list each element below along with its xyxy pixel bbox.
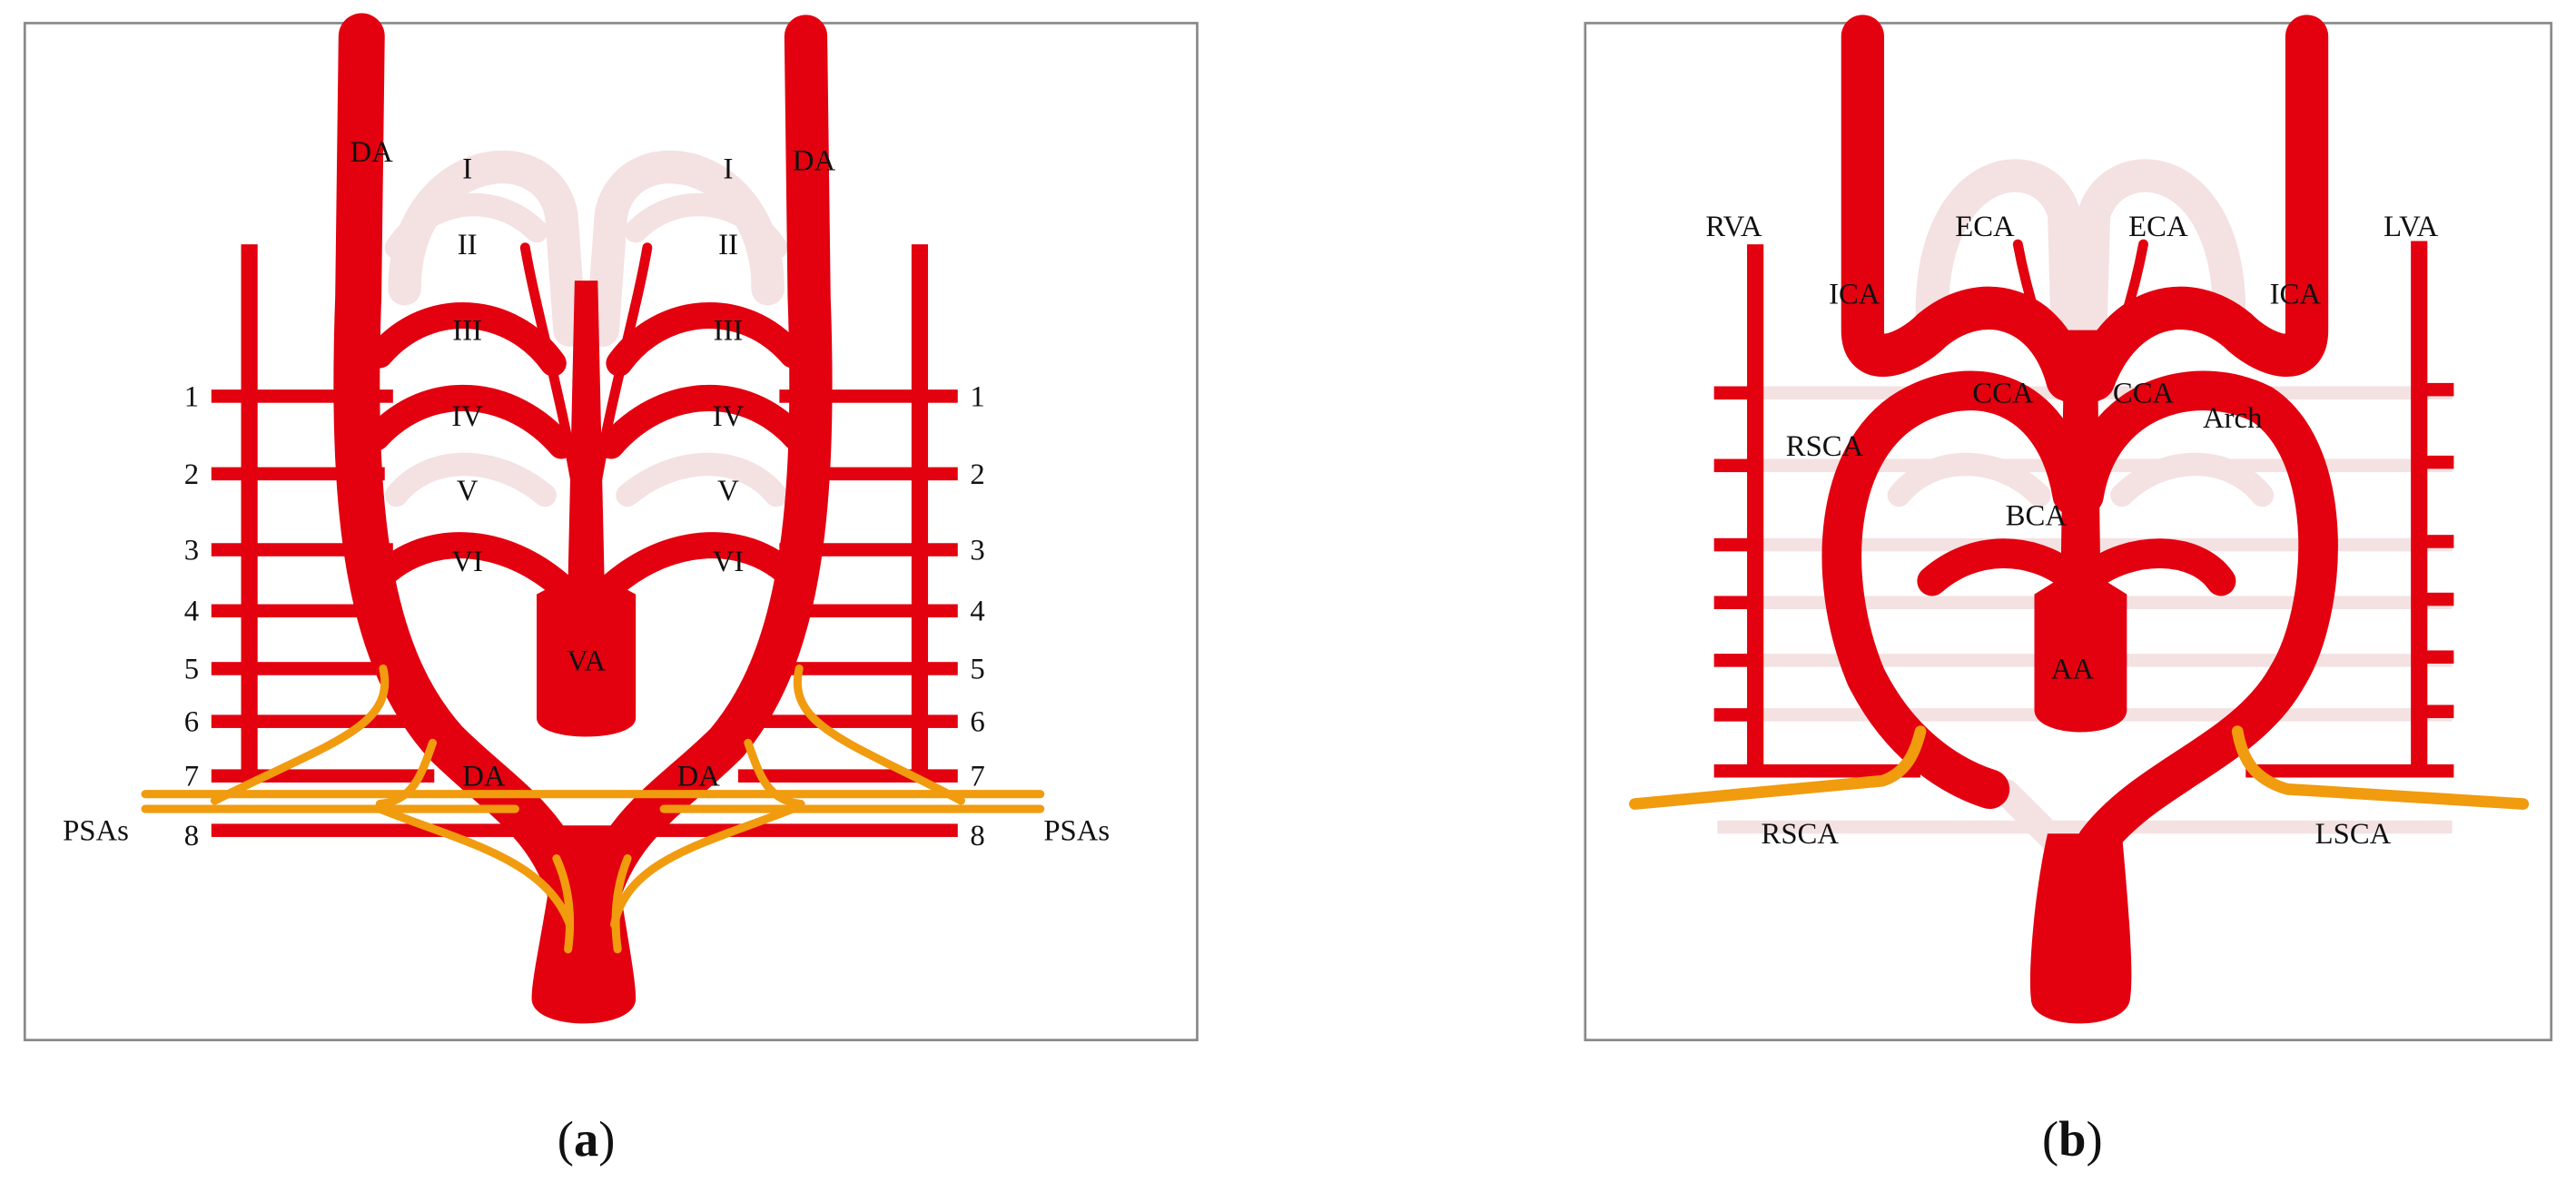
right-subclavian-artery xyxy=(1821,370,2093,810)
label-arch-iii: III xyxy=(452,315,482,348)
panel-b-labels: RVA ECA ECA LVA ICA ICA CCA CCA Arch RSC… xyxy=(1705,211,2438,851)
label-arch-vi: VI xyxy=(451,546,483,578)
segment-number: 3 xyxy=(184,534,199,566)
label-psas: PSAs xyxy=(63,815,129,848)
label-da: DA xyxy=(793,144,836,177)
ascending-aorta xyxy=(2034,330,2127,733)
segment-number: 5 xyxy=(970,653,984,685)
right-external-carotid xyxy=(2012,239,2069,401)
left-recurrent-nerve xyxy=(2231,725,2530,810)
segment-number: 7 xyxy=(184,761,199,793)
segment-number: 2 xyxy=(970,458,984,491)
label-da: DA xyxy=(462,761,506,793)
label-arch-iv: IV xyxy=(713,400,745,433)
label-arch-v: V xyxy=(717,475,739,507)
pharyngeal-arches-a xyxy=(363,242,810,608)
label-arch-i: I xyxy=(724,153,734,185)
label-ica: ICA xyxy=(2270,279,2322,311)
segment-number: 7 xyxy=(970,761,984,793)
label-lva: LVA xyxy=(2384,211,2438,243)
label-arch-v: V xyxy=(457,475,479,507)
segment-number: 6 xyxy=(970,706,984,739)
label-cca: CCA xyxy=(2113,378,2175,410)
right-recurrent-nerve xyxy=(1629,725,1927,810)
segment-number: 5 xyxy=(184,653,199,685)
label-arch-iii: III xyxy=(714,315,744,348)
regressed-arches-a xyxy=(384,150,788,507)
descending-aorta-a xyxy=(531,825,637,1024)
panel-a-caption: (a) xyxy=(558,1111,616,1167)
label-eca: ECA xyxy=(1955,211,2015,243)
left-vertebral-artery xyxy=(2245,241,2454,778)
label-arch-iv: IV xyxy=(451,400,483,433)
ventral-aorta xyxy=(537,281,637,737)
segment-number: 6 xyxy=(184,706,199,739)
dorsal-aorta-left xyxy=(333,13,601,948)
segment-number: 1 xyxy=(184,380,199,413)
segment-number: 4 xyxy=(970,596,984,628)
segment-number: 4 xyxy=(184,596,199,628)
label-cca: CCA xyxy=(1972,378,2034,410)
aortic-arch xyxy=(2064,370,2338,862)
label-da: DA xyxy=(677,761,721,793)
label-arch-vi: VI xyxy=(713,546,745,578)
segment-number: 1 xyxy=(970,380,984,413)
label-bca: BCA xyxy=(2006,499,2068,532)
label-va: VA xyxy=(567,645,606,677)
label-rva: RVA xyxy=(1705,211,1762,243)
left-external-carotid xyxy=(2092,239,2148,401)
descending-aorta-b xyxy=(2029,833,2132,1024)
segment-number: 8 xyxy=(970,820,984,852)
label-lsca: LSCA xyxy=(2315,818,2392,851)
label-ica: ICA xyxy=(1829,279,1880,311)
label-psas: PSAs xyxy=(1043,815,1110,848)
segment-number: 3 xyxy=(970,534,984,566)
right-vertebral-artery xyxy=(1713,244,1921,778)
left-branch xyxy=(2074,538,2236,596)
nerves-a xyxy=(141,664,1045,954)
label-arch: Arch xyxy=(2203,402,2262,435)
label-arch-ii: II xyxy=(458,229,478,261)
label-eca: ECA xyxy=(2128,211,2188,243)
panel-a: DA DA I I II II III III IV IV V V VI VI … xyxy=(23,13,1199,1167)
panel-b: RVA ECA ECA LVA ICA ICA CCA CCA Arch RSC… xyxy=(1584,15,2553,1167)
segment-number: 8 xyxy=(184,820,199,852)
panel-a-labels: DA DA I I II II III III IV IV V V VI VI … xyxy=(63,136,1110,852)
label-rsca: RSCA xyxy=(1786,430,1864,463)
segment-number: 2 xyxy=(184,458,199,491)
label-aa: AA xyxy=(2051,653,2095,685)
dorsal-aorta-right xyxy=(569,15,833,946)
caption-letter: b xyxy=(2058,1111,2086,1167)
label-da: DA xyxy=(350,136,394,169)
label-rsca: RSCA xyxy=(1762,818,1840,851)
label-arch-i: I xyxy=(462,153,472,185)
brachiocephalic-branch xyxy=(1917,538,2087,596)
caption-letter: a xyxy=(574,1111,598,1167)
panel-b-caption: (b) xyxy=(2042,1111,2103,1167)
label-arch-ii: II xyxy=(718,229,738,261)
